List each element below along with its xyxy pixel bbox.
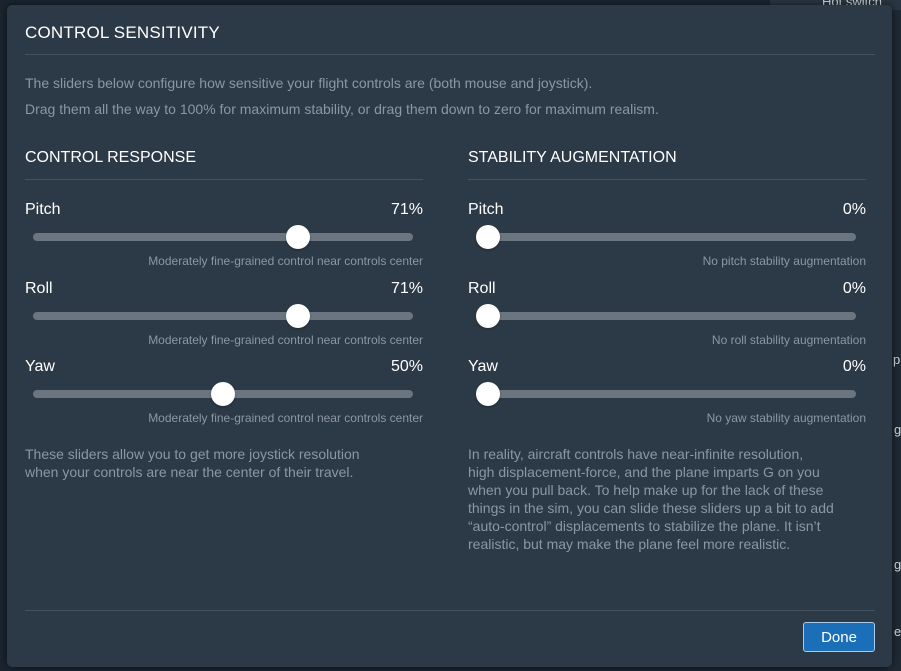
response-pitch-value: 71% [390,201,423,218]
stability-footnote-line: In reality, aircraft controls have near-… [468,446,804,462]
stability-footnote-line: high displacement-force, and the plane i… [468,464,820,480]
stability-augmentation-title: STABILITY AUGMENTATION [468,149,677,166]
response-yaw-value: 50% [390,358,423,375]
intro-line-2: Drag them all the way to 100% for maximu… [25,101,659,117]
stability-roll-description: No roll stability augmentation [711,333,866,347]
background-text-fragment: ple [893,352,901,367]
stability-augmentation-divider [468,179,866,180]
control-response-footnote-line: These sliders allow you to get more joys… [25,446,360,462]
intro-line-1: The sliders below configure how sensitiv… [25,75,593,91]
background-hot-switch-text: Hot switch [822,0,882,9]
stability-pitch-label: Pitch [468,201,504,218]
footer-divider [25,610,875,611]
stability-roll-label: Roll [468,280,496,297]
control-response-divider [25,179,423,180]
stability-augmentation-footnote: In reality, aircraft controls have near-… [468,445,878,553]
background-text-fragment: g [894,422,901,437]
stability-yaw-label: Yaw [468,358,498,375]
stability-yaw-description: No yaw stability augmentation [706,411,866,425]
stability-pitch-value: 0% [842,201,866,218]
stability-footnote-line: realistic, but may make the plane feel m… [468,536,791,552]
response-roll-description: Moderately fine-grained control near con… [148,333,423,347]
response-pitch-description: Moderately fine-grained control near con… [148,254,423,268]
stability-yaw-value: 0% [842,358,866,375]
stability-footnote-line: when you pull back. To help make up for … [468,482,824,498]
stability-roll-value: 0% [842,280,866,297]
response-yaw-slider-thumb[interactable] [211,382,235,406]
background-text-fragment: g [894,557,901,572]
response-yaw-description: Moderately fine-grained control near con… [148,411,423,425]
stability-pitch-slider[interactable] [476,225,856,249]
response-roll-slider[interactable] [33,304,413,328]
response-yaw-label: Yaw [25,358,55,375]
stability-pitch-slider-thumb[interactable] [476,225,500,249]
stability-footnote-line: things in the sim, you can slide these s… [468,500,834,516]
stability-roll-slider-thumb[interactable] [476,304,500,328]
stability-yaw-slider-thumb[interactable] [476,382,500,406]
response-pitch-label: Pitch [25,201,61,218]
response-roll-slider-thumb[interactable] [285,304,310,328]
control-response-title: CONTROL RESPONSE [25,149,196,166]
stability-footnote-line: “auto-control” displacements to stabiliz… [468,518,821,534]
response-roll-label: Roll [25,280,53,297]
control-response-footnote-line: when your controls are near the center o… [25,464,354,480]
background-text-fragment: e [894,624,901,639]
control-response-footnote: These sliders allow you to get more joys… [25,445,425,481]
response-pitch-slider-thumb[interactable] [285,225,310,249]
stability-yaw-slider[interactable] [476,382,856,406]
response-yaw-slider[interactable] [33,382,413,406]
response-roll-value: 71% [390,280,423,297]
response-pitch-slider[interactable] [33,225,413,249]
done-button[interactable]: Done [803,622,875,652]
stability-pitch-description: No pitch stability augmentation [702,254,866,268]
stability-roll-slider[interactable] [476,304,856,328]
dialog-title: CONTROL SENSITIVITY [25,23,220,42]
control-sensitivity-dialog: CONTROL SENSITIVITY The sliders below co… [7,5,892,667]
title-divider [25,54,875,55]
